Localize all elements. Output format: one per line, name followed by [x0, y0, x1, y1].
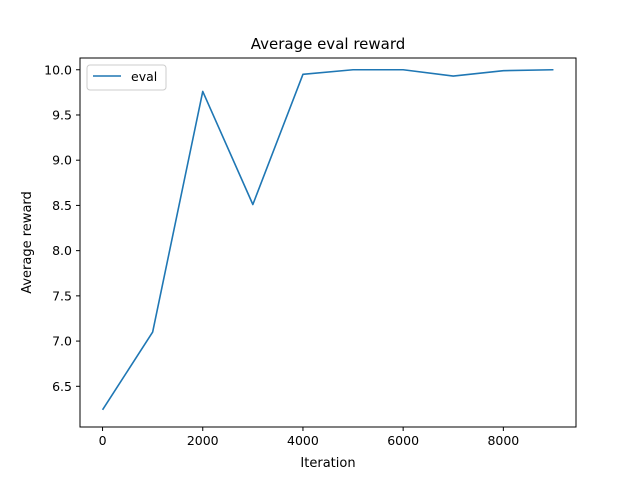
y-tick-label: 7.0	[52, 334, 72, 349]
y-tick-label: 6.5	[52, 379, 72, 394]
x-tick-label: 2000	[187, 433, 219, 448]
legend: eval	[86, 64, 167, 91]
y-tick-label: 10.0	[44, 62, 72, 77]
y-tick-label: 9.5	[52, 107, 72, 122]
axes-frame	[79, 57, 577, 428]
legend-box	[86, 64, 167, 91]
series-lines	[101, 68, 554, 411]
y-tick-label: 8.0	[52, 243, 72, 258]
legend-label-eval: eval	[131, 69, 157, 84]
y-tick-label: 9.0	[52, 153, 72, 168]
series-line-eval	[101, 68, 554, 411]
x-axis-label: Iteration	[300, 456, 355, 471]
y-axis-label: Average reward	[20, 191, 35, 294]
x-tick-label: 6000	[387, 433, 419, 448]
y-tick-label: 7.5	[52, 288, 72, 303]
axis-ticks: 0 2000 4000 6000 8000 6.5 7.0 7.5 8.0 8.5 9.0 9.5 10…	[44, 62, 519, 448]
x-tick-label: 8000	[487, 433, 519, 448]
x-tick-label: 0	[99, 433, 107, 448]
chart-title: Average eval reward	[251, 35, 406, 53]
x-tick-label: 4000	[287, 433, 319, 448]
y-tick-label: 8.5	[52, 198, 72, 213]
